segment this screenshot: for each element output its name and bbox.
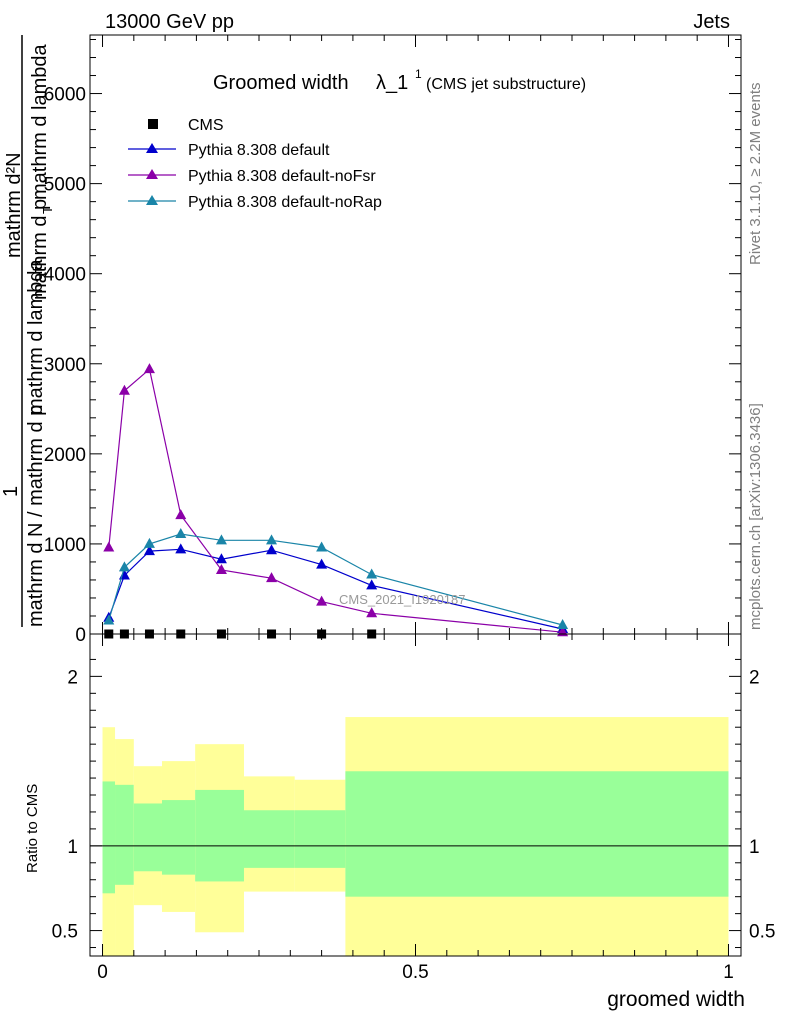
legend-marker-nofsr — [146, 169, 158, 179]
ratio-y-axis: 0.5 0.5 1 1 2 2 — [52, 658, 775, 949]
series-point-pythia-8-308-default-norap — [215, 534, 227, 545]
y-label-norm: mathrm d N / mathrm d p — [25, 405, 47, 627]
legend-label-nofsr: Pythia 8.308 default-noFsr — [188, 168, 376, 185]
series-point-pythia-8-308-default-norap — [118, 561, 130, 572]
y-label-denominator-lambda: mathrm d lambda — [29, 44, 51, 200]
series-point-pythia-8-308-default — [175, 543, 187, 554]
ratio-uncertainty-bands — [102, 717, 729, 956]
header-energy: 13000 GeV pp — [105, 11, 234, 33]
title-superscript: 1 — [415, 67, 422, 81]
main-y-tick-label: 2000 — [44, 445, 86, 466]
series-point-pythia-8-308-default-nofsr — [215, 564, 227, 575]
legend-entry-norap: Pythia 8.308 default-noRap — [128, 194, 382, 211]
ratio-y-tick-label-right: 2 — [749, 667, 760, 688]
series-point-pythia-8-308-default — [215, 553, 227, 564]
x-tick-label: 0.5 — [402, 962, 428, 983]
ratio-stat-band — [345, 771, 729, 897]
ratio-stat-band — [243, 810, 295, 868]
analysis-watermark: CMS_2021_I1920187 — [339, 592, 466, 607]
ratio-stat-band — [102, 781, 116, 894]
main-y-axis-label: 1 mathrm d N / mathrm d p mathrm d lambd… — [0, 35, 55, 627]
ratio-stat-band — [161, 800, 196, 875]
legend-label-default: Pythia 8.308 default — [188, 142, 330, 159]
chart-title: Groomed width λ_1 1 (CMS jet substructur… — [213, 67, 586, 94]
legend-marker-norap — [146, 195, 158, 205]
x-axis-label: groomed width — [607, 988, 745, 1011]
main-y-tick-label: 3000 — [44, 355, 86, 376]
legend-entry-default: Pythia 8.308 default — [128, 142, 330, 159]
main-y-axis: 0 1000 2000 3000 4000 5000 6000 — [44, 39, 741, 646]
legend-marker-default — [146, 143, 158, 153]
series-point-pythia-8-308-default-nofsr — [143, 363, 155, 374]
main-y-tick-label: 4000 — [44, 265, 86, 286]
y-label-norm-lambda: mathrm d lambda — [25, 259, 47, 415]
header-process: Jets — [693, 11, 730, 33]
main-y-tick-label: 1000 — [44, 535, 86, 556]
main-plot-panel: 0 1000 2000 3000 4000 5000 6000 Groomed width … — [0, 34, 742, 646]
main-y-tick-label: 5000 — [44, 175, 86, 196]
series-line-pythia-8-308-default — [108, 548, 563, 630]
series-line-pythia-8-308-default-nofsr — [108, 368, 563, 633]
legend: CMS Pythia 8.308 default Pythia 8.308 de… — [128, 117, 382, 211]
series-point-pythia-8-308-default-norap — [103, 614, 115, 625]
series-point-pythia-8-308-default-norap — [143, 537, 155, 548]
series-point-pythia-8-308-default-nofsr — [103, 541, 115, 552]
series-point-pythia-8-308-default-nofsr — [175, 509, 187, 520]
legend-label-cms: CMS — [188, 117, 224, 134]
mcplots-label: mcplots.cern.ch [arXiv:1306.3436] — [747, 403, 764, 630]
series-point-pythia-8-308-default — [143, 545, 155, 556]
series-point-pythia-8-308-default — [316, 558, 328, 569]
legend-label-norap: Pythia 8.308 default-noRap — [188, 194, 382, 211]
y-label-numerator: mathrm d²N — [3, 152, 25, 258]
y-label-denominator: mathrm d p — [29, 199, 51, 300]
series-point-pythia-8-308-default-nofsr — [366, 607, 378, 618]
ratio-stat-band — [294, 810, 346, 868]
title-subtitle: (CMS jet substructure) — [426, 76, 586, 93]
ratio-y-tick-label: 2 — [67, 667, 78, 688]
title-symbol: λ_1 — [376, 72, 408, 94]
ratio-y-label: Ratio to CMS — [24, 784, 41, 873]
legend-entry-cms: CMS — [148, 117, 224, 134]
main-y-tick-label: 6000 — [44, 85, 86, 106]
ratio-y-tick-label: 0.5 — [52, 922, 78, 943]
series-point-pythia-8-308-default-nofsr — [118, 384, 130, 395]
ratio-y-tick-label: 1 — [67, 837, 78, 858]
legend-entry-nofsr: Pythia 8.308 default-noFsr — [128, 168, 376, 185]
ratio-plot-panel: 0.5 0.51 12 2 0 0.5 1 Ratio to CMS groomed wi… — [24, 633, 775, 1011]
series-point-pythia-8-308-default-norap — [557, 618, 569, 629]
ratio-stat-band — [195, 789, 244, 882]
series-point-pythia-8-308-default — [366, 579, 378, 590]
ratio-y-tick-label-right: 0.5 — [749, 922, 775, 943]
series-point-pythia-8-308-default-nofsr — [266, 572, 278, 583]
rivet-version-label: Rivet 3.1.10, ≥ 2.2M events — [747, 83, 764, 266]
legend-marker-cms — [148, 119, 158, 129]
series-line-pythia-8-308-default-norap — [108, 533, 563, 626]
series-point-pythia-8-308-default — [266, 544, 278, 555]
ratio-stat-band — [133, 803, 162, 872]
ratio-y-tick-label-right: 1 — [749, 837, 760, 858]
main-series-layer — [103, 363, 569, 639]
series-point-pythia-8-308-default-nofsr — [316, 595, 328, 606]
main-x-ticks — [102, 35, 729, 634]
series-point-pythia-8-308-default-norap — [366, 568, 378, 579]
title-main: Groomed width — [213, 72, 349, 94]
x-tick-label: 0 — [97, 962, 108, 983]
y-label-denominator-sub: T — [40, 206, 55, 214]
series-point-pythia-8-308-default-norap — [175, 528, 187, 539]
main-y-tick-label: 0 — [75, 625, 86, 646]
x-tick-label: 1 — [723, 962, 734, 983]
series-point-pythia-8-308-default-norap — [316, 541, 328, 552]
ratio-x-axis: 0 0.5 1 — [97, 634, 734, 983]
y-label-one: 1 — [0, 486, 22, 497]
ratio-stat-band — [115, 784, 134, 885]
series-point-pythia-8-308-default-norap — [266, 534, 278, 545]
